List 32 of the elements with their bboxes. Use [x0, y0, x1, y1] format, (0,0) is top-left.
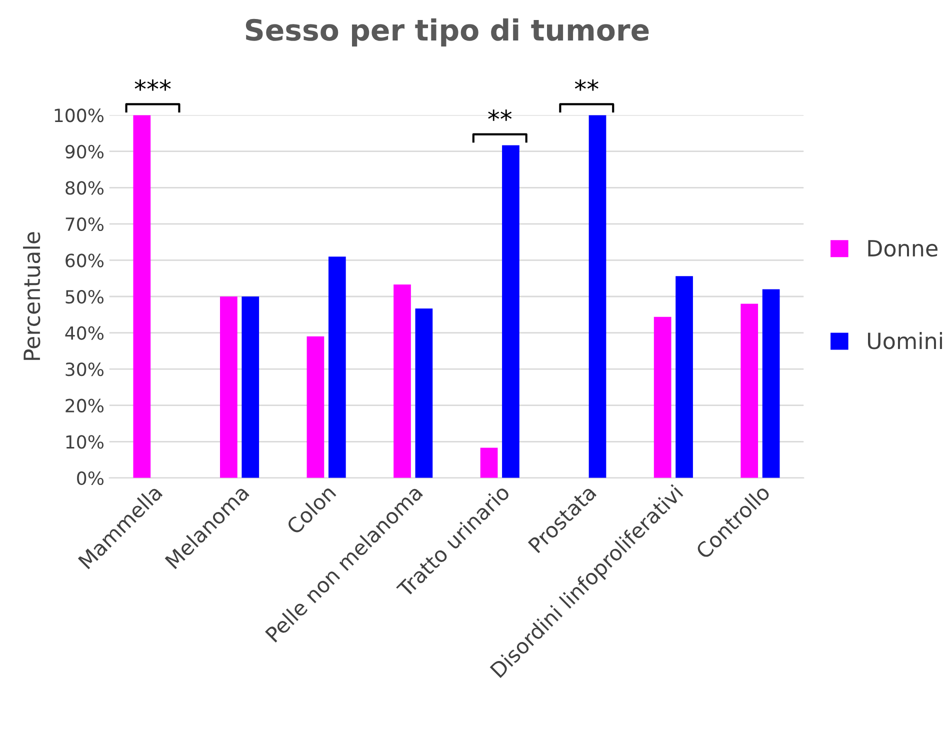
bar [588, 115, 606, 478]
bar [740, 304, 758, 478]
legend-label: Uomini [868, 332, 942, 350]
y-tick-label: 0% [77, 471, 104, 486]
y-tick-label: 60% [66, 254, 104, 268]
bar [220, 296, 238, 478]
bar [762, 289, 780, 478]
bar [242, 296, 260, 478]
bar [394, 284, 411, 478]
bar [306, 336, 324, 478]
y-tick-label: 70% [66, 217, 104, 232]
y-tick-label: 80% [66, 181, 104, 195]
y-tick-label: 30% [66, 362, 104, 376]
y-tick-label: 40% [65, 326, 104, 340]
annotation: ** [488, 109, 512, 121]
bar [676, 276, 693, 478]
bar [328, 256, 346, 478]
bar [480, 448, 498, 478]
annotation: *** [134, 79, 171, 91]
annotation: ** [574, 79, 598, 91]
y-axis-title: Percentuale [23, 232, 40, 360]
y-tick-label: 10% [66, 435, 104, 449]
y-tick-label: 100% [54, 108, 104, 122]
chart-title: Sesso per tipo di tumore [246, 18, 649, 47]
bar [654, 316, 672, 478]
y-tick-label: 20% [66, 398, 104, 412]
y-tick-label: 90% [66, 144, 104, 158]
bar [133, 115, 151, 478]
y-tick-label: 50% [66, 290, 104, 304]
bar [502, 145, 520, 478]
legend-label: Donne [868, 240, 938, 257]
bar [415, 308, 433, 478]
